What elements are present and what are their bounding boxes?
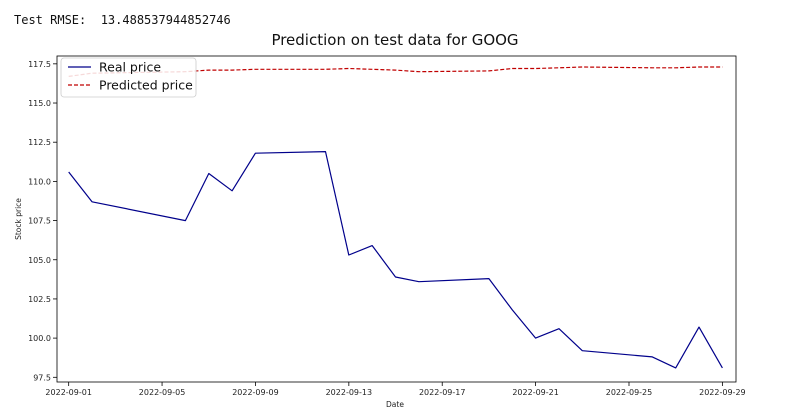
legend-label-real: Real price bbox=[99, 60, 161, 75]
y-tick-label: 115.0 bbox=[28, 99, 51, 108]
rmse-readout: Test RMSE: 13.488537944852746 bbox=[14, 13, 231, 27]
legend: Real price Predicted price bbox=[60, 57, 197, 98]
x-tick-label: 2022-09-01 bbox=[45, 388, 92, 397]
y-tick-label: 100.0 bbox=[28, 334, 51, 343]
x-axis: 2022-09-01 2022-09-05 2022-09-09 2022-09-13… bbox=[45, 382, 746, 397]
x-tick-label: 2022-09-05 bbox=[139, 388, 186, 397]
y-tick-label: 112.5 bbox=[28, 138, 51, 147]
legend-box bbox=[60, 57, 197, 98]
y-tick-label: 102.5 bbox=[28, 295, 51, 304]
y-tick-label: 117.5 bbox=[28, 60, 51, 69]
x-tick-label: 2022-09-09 bbox=[232, 388, 279, 397]
real-price-line bbox=[68, 151, 723, 369]
plot-frame bbox=[56, 55, 737, 383]
x-tick-label: 2022-09-29 bbox=[699, 388, 746, 397]
series-layer bbox=[68, 66, 723, 369]
x-axis-label: Date bbox=[386, 400, 404, 409]
y-tick-label: 105.0 bbox=[28, 256, 51, 265]
x-tick-label: 2022-09-25 bbox=[606, 388, 653, 397]
x-tick-label: 2022-09-17 bbox=[419, 388, 466, 397]
y-tick-label: 97.5 bbox=[33, 373, 51, 382]
y-axis: 97.5 100.0 102.5 105.0 107.5 110.0 112.5 115.0 1… bbox=[28, 60, 57, 382]
chart-title: Prediction on test data for GOOG bbox=[271, 31, 518, 49]
y-tick-label: 110.0 bbox=[28, 177, 51, 186]
y-tick-label: 107.5 bbox=[28, 217, 51, 226]
x-tick-label: 2022-09-13 bbox=[326, 388, 373, 397]
predicted-price-line bbox=[68, 66, 723, 77]
y-axis-label: Stock price bbox=[14, 198, 23, 240]
x-tick-label: 2022-09-21 bbox=[512, 388, 559, 397]
legend-label-predicted: Predicted price bbox=[99, 78, 193, 93]
